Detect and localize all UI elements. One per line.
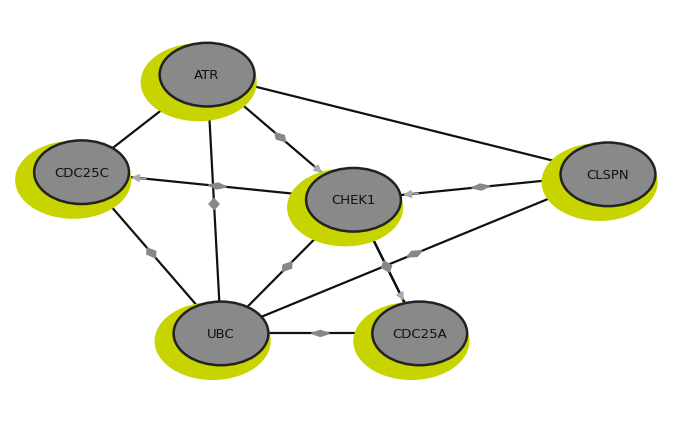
Text: CDC25A: CDC25A bbox=[392, 327, 447, 340]
Ellipse shape bbox=[287, 169, 403, 247]
Ellipse shape bbox=[174, 302, 268, 366]
Polygon shape bbox=[275, 133, 286, 142]
Polygon shape bbox=[407, 251, 422, 257]
Polygon shape bbox=[382, 262, 391, 272]
Polygon shape bbox=[209, 199, 219, 210]
Polygon shape bbox=[147, 248, 155, 258]
Polygon shape bbox=[283, 262, 292, 272]
Ellipse shape bbox=[141, 44, 257, 122]
Polygon shape bbox=[209, 184, 227, 190]
Ellipse shape bbox=[15, 141, 132, 219]
Ellipse shape bbox=[34, 141, 129, 204]
Polygon shape bbox=[382, 262, 391, 272]
Ellipse shape bbox=[561, 143, 655, 207]
Polygon shape bbox=[312, 331, 330, 337]
Text: CHEK1: CHEK1 bbox=[331, 194, 376, 207]
Ellipse shape bbox=[354, 302, 470, 380]
Text: ATR: ATR bbox=[195, 69, 220, 82]
Text: CLSPN: CLSPN bbox=[587, 168, 629, 181]
Text: UBC: UBC bbox=[207, 327, 235, 340]
Text: CDC25C: CDC25C bbox=[54, 166, 109, 179]
Ellipse shape bbox=[542, 144, 658, 222]
Ellipse shape bbox=[160, 44, 255, 107]
Ellipse shape bbox=[155, 302, 271, 380]
Ellipse shape bbox=[306, 169, 401, 232]
Ellipse shape bbox=[372, 302, 467, 366]
Polygon shape bbox=[472, 184, 490, 190]
